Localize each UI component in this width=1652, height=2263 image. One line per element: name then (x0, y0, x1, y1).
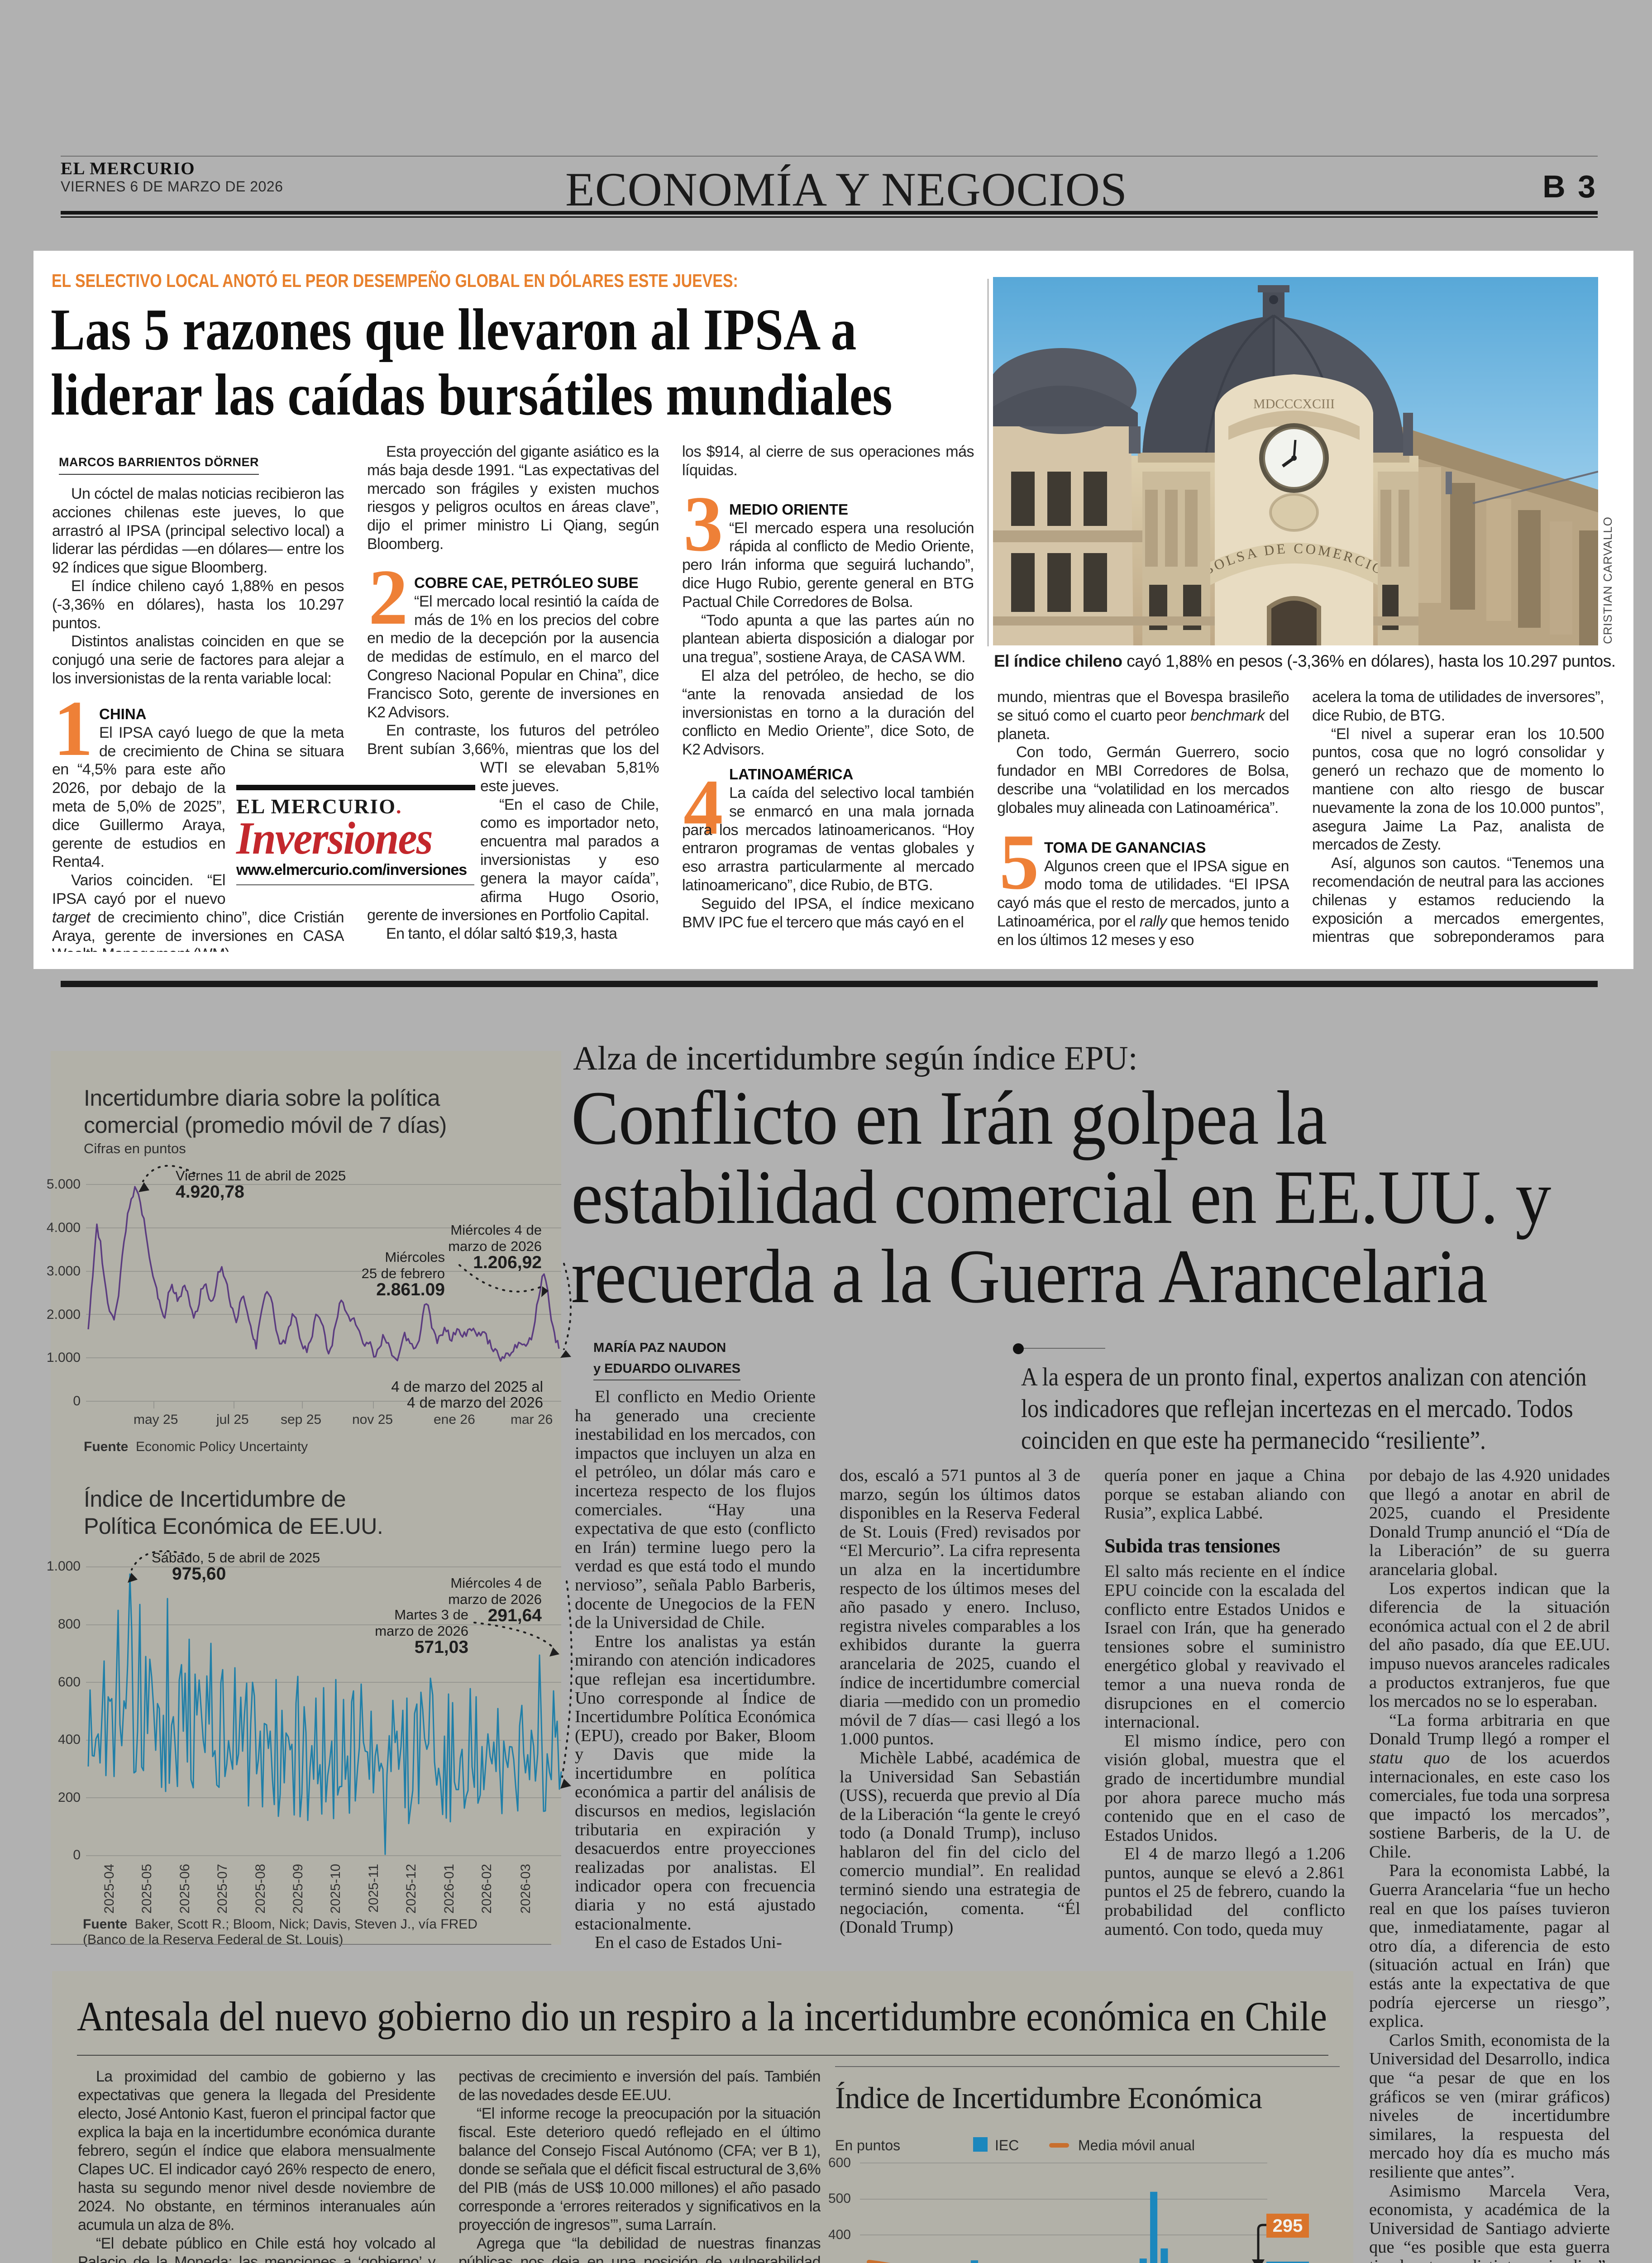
svg-text:MDCCCXCIII: MDCCCXCIII (1253, 396, 1335, 411)
